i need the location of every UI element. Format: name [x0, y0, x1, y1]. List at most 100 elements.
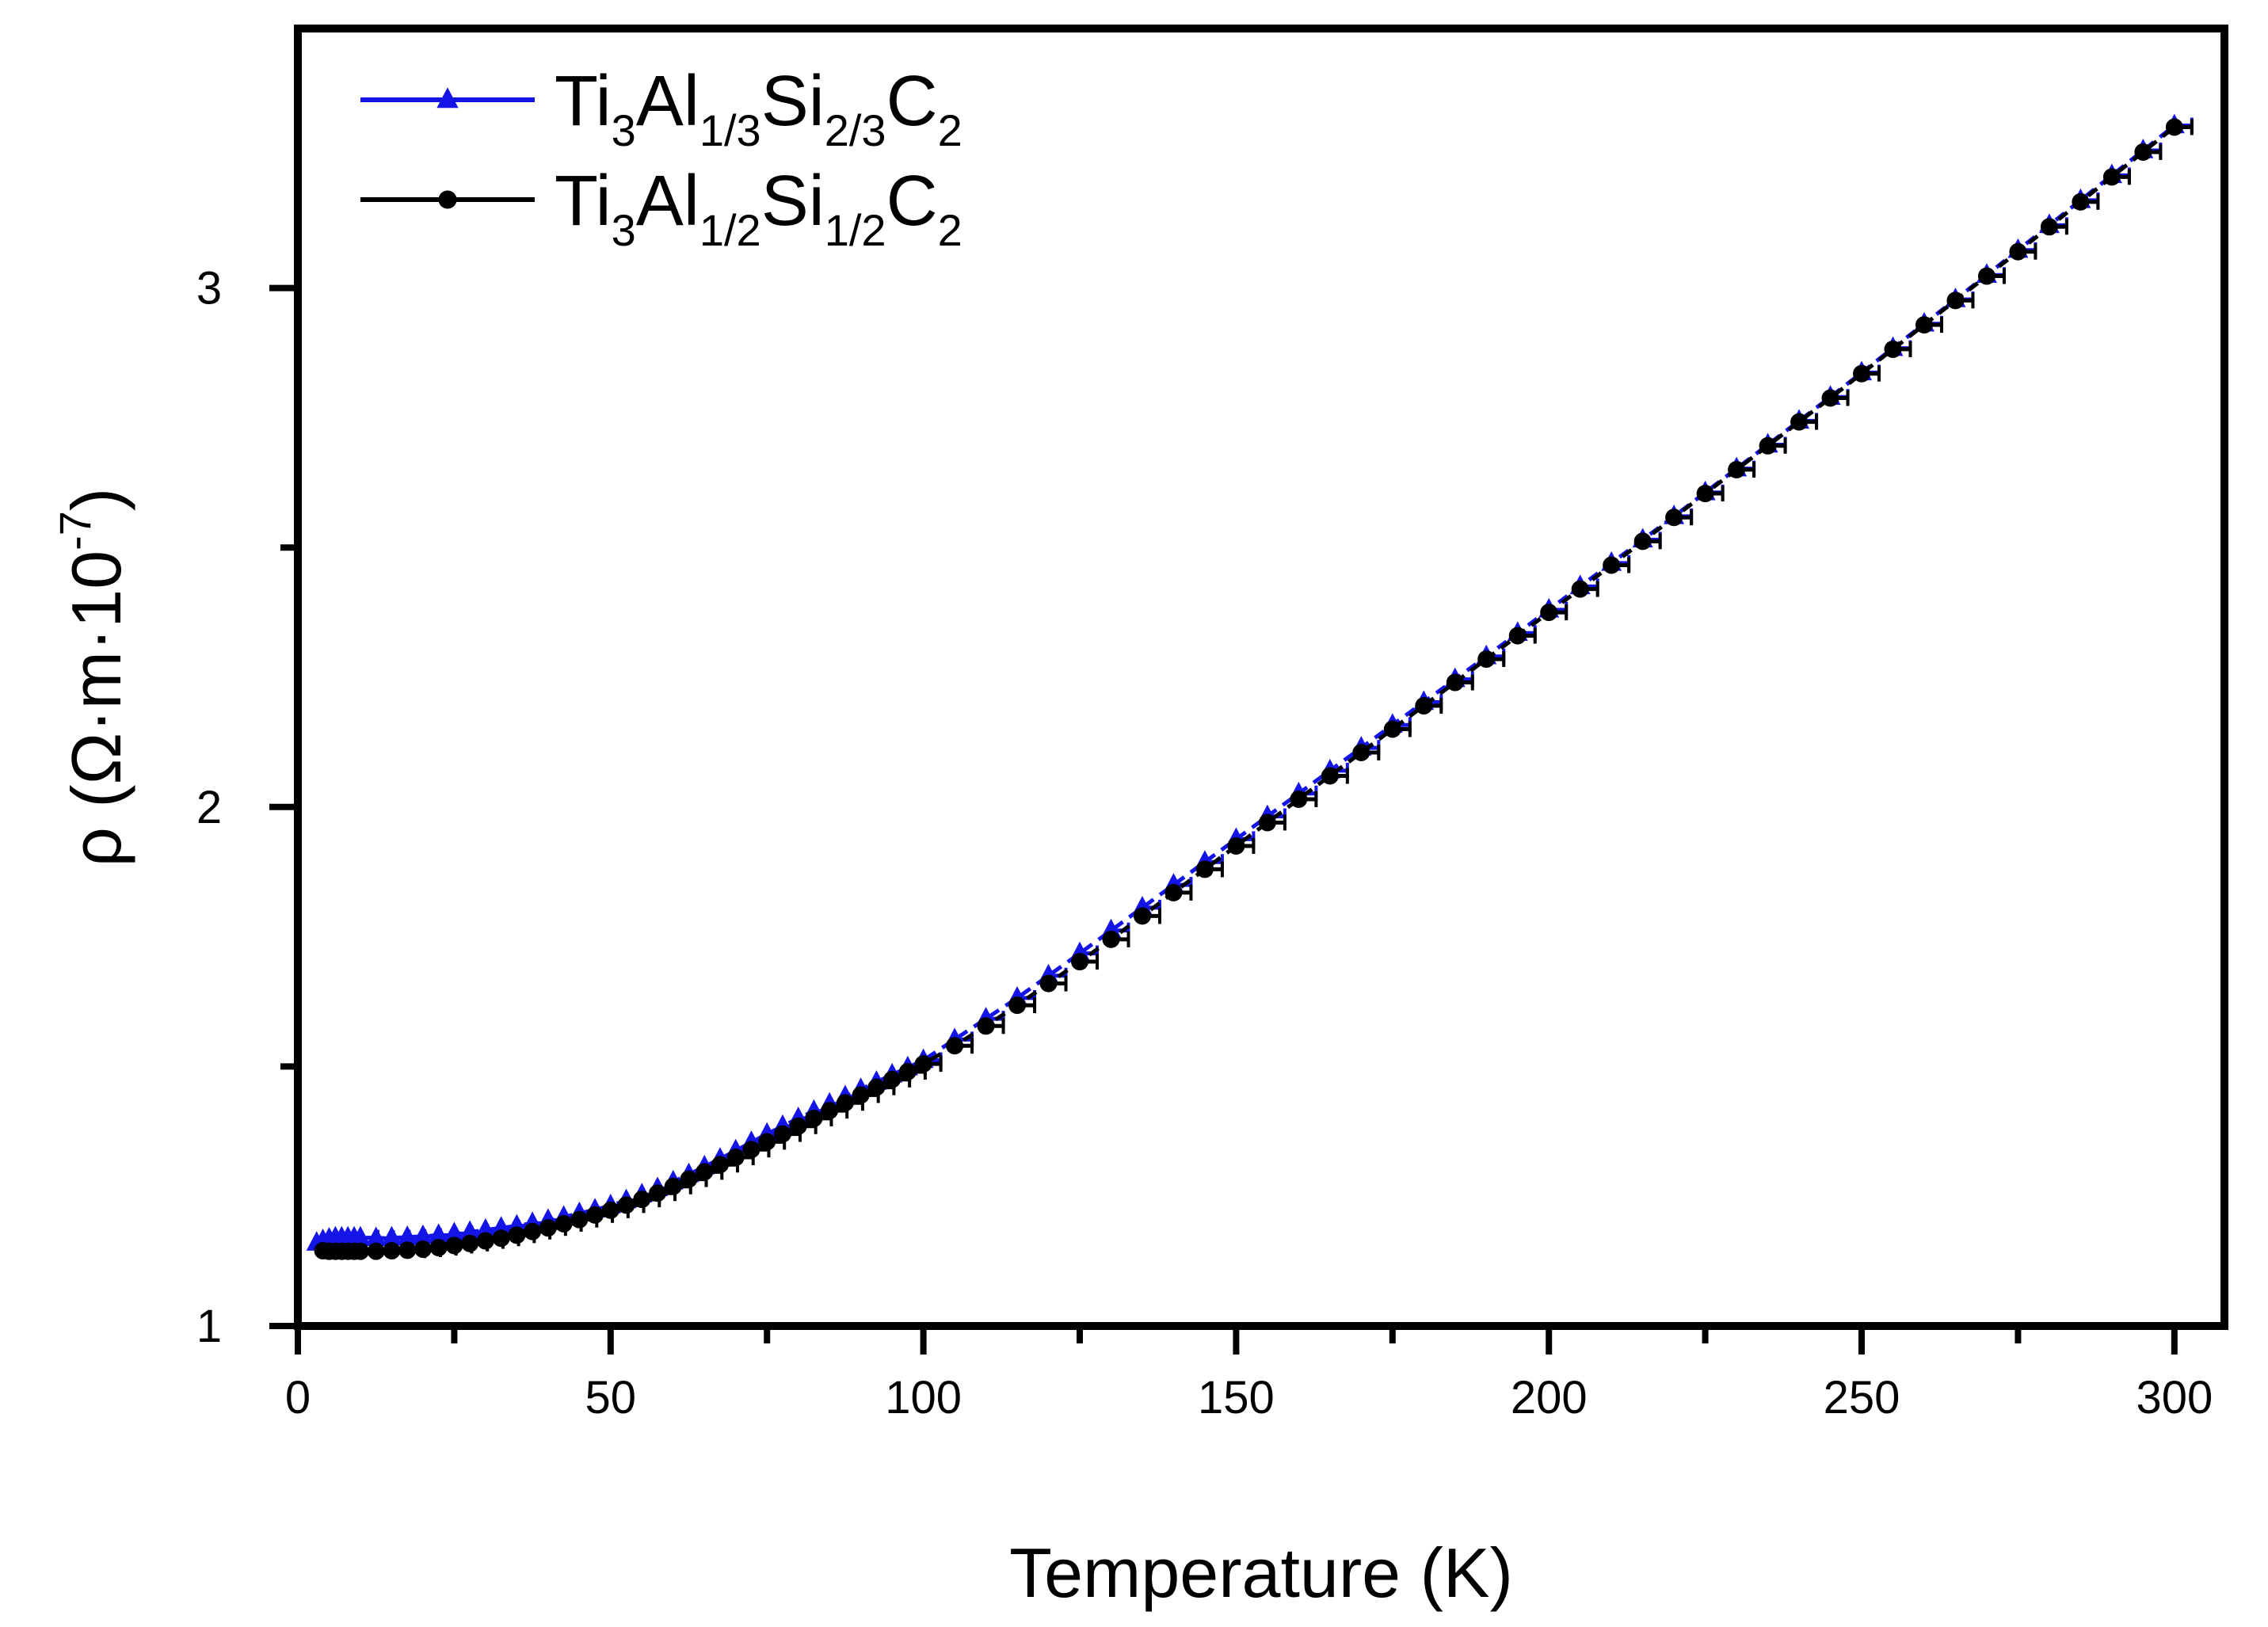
legend-label-subscript: 3: [612, 105, 636, 155]
y-tick-label: 3: [196, 263, 222, 314]
series-marker-circle: [555, 1214, 573, 1233]
series-marker-circle: [898, 1062, 917, 1080]
series-marker-circle: [649, 1184, 667, 1202]
series-marker-circle: [438, 190, 457, 209]
series-marker-circle: [664, 1177, 682, 1195]
series-marker-circle: [429, 1239, 448, 1257]
legend-label: Ti3Al1/3Si2/3C2: [555, 62, 962, 155]
series-marker-circle: [836, 1094, 854, 1112]
series-marker-circle: [1321, 767, 1339, 785]
series-line: [315, 124, 2176, 1245]
x-tick-label: 300: [2136, 1372, 2213, 1423]
series-marker-circle: [1415, 697, 1433, 715]
legend-label-subscript: 2: [938, 205, 962, 255]
legend-label: Ti3Al1/2Si1/2C2: [555, 162, 962, 255]
series-marker-circle: [680, 1170, 698, 1188]
series-marker-circle: [758, 1133, 776, 1151]
series-group-1: [314, 118, 2194, 1260]
series-marker-circle: [1164, 883, 1183, 901]
series-marker-circle: [1696, 485, 1714, 503]
series-marker-triangle: [412, 1224, 433, 1244]
legend-label-text: Ti: [555, 162, 612, 241]
legend-label-subscript: 2: [938, 105, 962, 155]
series-marker-circle: [696, 1163, 714, 1181]
x-axis-group: 0 50 100 150 200 250 300: [285, 1326, 2213, 1423]
legend-label-text: C: [886, 62, 938, 141]
series-marker-circle: [1728, 460, 1746, 478]
series-marker-circle: [1759, 436, 1777, 455]
series-marker-circle: [1008, 996, 1027, 1015]
series-group-0: [306, 113, 2194, 1251]
series-marker-circle: [617, 1196, 635, 1214]
y-tick-label: 2: [196, 782, 222, 833]
series-marker-circle: [946, 1037, 964, 1055]
series-marker-circle: [1290, 790, 1308, 808]
series-marker-circle: [2072, 192, 2090, 211]
y-axis-title-superscript: -7: [50, 511, 100, 551]
y-axis-title-close: ): [57, 488, 135, 511]
series-marker-circle: [1665, 509, 1683, 527]
series-marker-circle: [711, 1156, 729, 1174]
series-marker-circle: [461, 1234, 479, 1252]
legend-label-subscript: 1/2: [825, 205, 886, 255]
series-marker-circle: [742, 1141, 760, 1159]
x-tick-label: 200: [1511, 1372, 1588, 1423]
series-marker-triangle: [381, 1225, 402, 1246]
x-tick-label: 100: [885, 1372, 962, 1423]
legend-label-text: Al: [636, 162, 699, 241]
series-marker-circle: [1071, 953, 1089, 971]
series-marker-circle: [1446, 673, 1464, 692]
series-marker-circle: [821, 1102, 839, 1120]
series-marker-triangle: [397, 1225, 418, 1245]
series-marker-circle: [1853, 364, 1871, 383]
series-marker-circle: [2165, 118, 2183, 136]
legend-label-subscript: 3: [612, 205, 636, 255]
series-marker-circle: [492, 1229, 510, 1248]
plot-area: [306, 113, 2194, 1260]
series-marker-circle: [1352, 744, 1370, 762]
series-marker-circle: [883, 1070, 901, 1088]
series-marker-circle: [1039, 974, 1058, 993]
series-marker-circle: [1133, 907, 1151, 925]
series-marker-circle: [1540, 604, 1558, 622]
series-marker-circle: [805, 1109, 823, 1127]
legend-label-subscript: 2/3: [825, 105, 886, 155]
x-tick-label: 250: [1824, 1372, 1900, 1423]
series-marker-triangle: [490, 1216, 512, 1236]
series-line: [322, 125, 2176, 1254]
series-marker-circle: [633, 1191, 651, 1209]
series-marker-circle: [601, 1201, 619, 1219]
y-axis-title-main: ρ (Ω·m·10: [57, 551, 135, 867]
series-marker-circle: [367, 1242, 385, 1260]
series-marker-circle: [383, 1241, 401, 1259]
series-marker-circle: [1227, 836, 1245, 855]
series-marker-circle: [1102, 930, 1120, 948]
series-marker-circle: [789, 1117, 807, 1135]
y-axis-title-group: ρ (Ω·m·10-7): [50, 488, 135, 867]
series-marker-circle: [1195, 860, 1214, 878]
x-tick-label: 50: [585, 1372, 637, 1423]
series-marker-triangle: [349, 1225, 371, 1246]
legend-label-subscript: 1/2: [699, 205, 761, 255]
series-marker-circle: [1884, 340, 1902, 358]
x-tick-label: 150: [1198, 1372, 1275, 1423]
legend-label-text: Si: [761, 162, 825, 241]
series-marker-circle: [524, 1222, 542, 1240]
series-marker-circle: [2040, 218, 2058, 236]
y-tick-label: 1: [196, 1301, 222, 1352]
series-marker-circle: [398, 1241, 417, 1259]
plot-frame: [294, 25, 2228, 1330]
series-marker-triangle: [436, 87, 459, 109]
series-marker-circle: [2134, 143, 2152, 161]
series-marker-circle: [570, 1210, 589, 1229]
series-marker-circle: [445, 1236, 463, 1255]
series-marker-circle: [867, 1078, 886, 1096]
x-axis-title: Temperature (K): [1009, 1534, 1513, 1612]
series-marker-circle: [1946, 291, 1965, 310]
series-marker-circle: [1571, 580, 1589, 598]
series-marker-circle: [1821, 389, 1839, 407]
series-marker-circle: [1915, 316, 1933, 334]
series-marker-circle: [2009, 242, 2027, 261]
